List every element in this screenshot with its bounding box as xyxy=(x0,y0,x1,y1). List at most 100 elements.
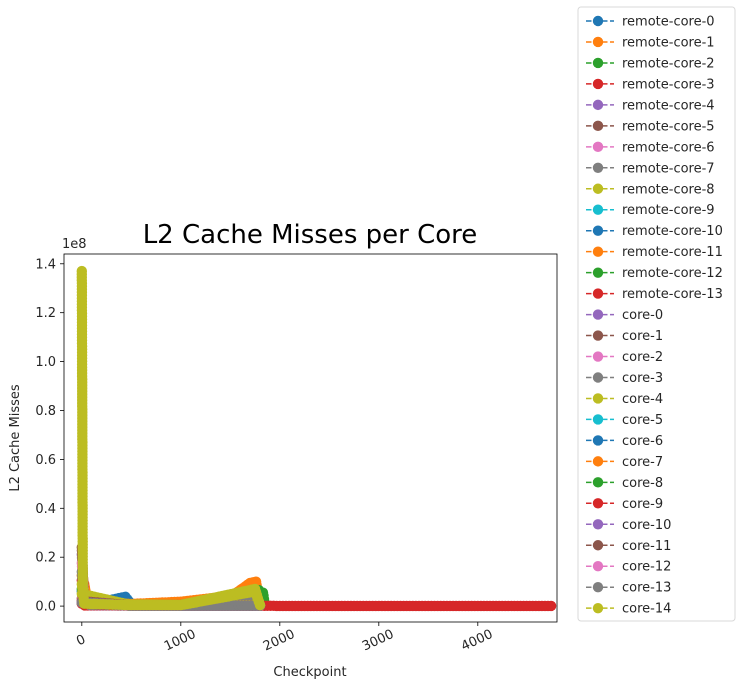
legend-marker xyxy=(592,372,604,383)
legend-label: remote-core-6 xyxy=(622,140,715,155)
x-tick-label: 0 xyxy=(74,632,88,649)
legend-label: remote-core-11 xyxy=(622,245,723,260)
series-remote-core-8 xyxy=(76,265,266,611)
legend-label: core-1 xyxy=(622,329,663,344)
legend-marker xyxy=(592,204,604,215)
legend-marker xyxy=(592,498,604,509)
legend-label: remote-core-10 xyxy=(622,224,723,239)
legend-marker xyxy=(592,267,604,278)
legend-marker xyxy=(592,141,604,153)
legend-marker xyxy=(592,57,604,69)
legend-label: core-2 xyxy=(622,350,663,365)
legend-marker xyxy=(592,456,604,467)
legend-label: remote-core-0 xyxy=(622,15,715,30)
legend-item: core-10 xyxy=(586,518,671,533)
legend-marker xyxy=(592,120,604,132)
legend-label: core-3 xyxy=(622,371,663,386)
legend-label: core-4 xyxy=(622,392,663,407)
legend-label: remote-core-3 xyxy=(622,77,715,92)
legend-item: remote-core-9 xyxy=(586,203,715,218)
legend-label: remote-core-5 xyxy=(622,119,715,134)
legend-item: remote-core-11 xyxy=(586,245,723,260)
y-tick-label: 1.0 xyxy=(35,355,56,370)
y-tick-label: 0.6 xyxy=(35,453,56,468)
legend-marker xyxy=(592,15,604,27)
legend-marker xyxy=(592,435,604,446)
legend-label: remote-core-2 xyxy=(622,56,715,71)
legend-marker xyxy=(592,519,604,530)
y-tick-label: 0.4 xyxy=(35,502,56,517)
series-core-14 xyxy=(76,578,266,611)
legend-item: core-7 xyxy=(586,455,663,470)
legend-item: core-12 xyxy=(586,560,671,575)
legend-label: remote-core-12 xyxy=(622,266,723,281)
legend-label: remote-core-7 xyxy=(622,161,715,176)
legend-marker xyxy=(592,99,604,111)
legend-label: core-0 xyxy=(622,308,663,323)
chart-title: L2 Cache Misses per Core xyxy=(143,220,478,250)
legend-label: remote-core-1 xyxy=(622,35,715,50)
legend-item: remote-core-8 xyxy=(586,182,715,197)
legend-label: core-5 xyxy=(622,413,663,428)
legend-item: remote-core-2 xyxy=(586,56,715,71)
series-layer xyxy=(76,265,557,612)
x-axis: 0 1000 2000 3000 4000 xyxy=(74,622,495,654)
legend-label: core-12 xyxy=(622,560,671,575)
y-tick-label: 1.4 xyxy=(35,257,56,272)
legend-marker xyxy=(592,351,604,362)
y-axis: 0.0 0.2 0.4 0.6 0.8 1.0 1.2 1.4 xyxy=(35,257,64,615)
legend-marker xyxy=(592,246,604,257)
plot-frame xyxy=(63,253,558,623)
legend-item: core-0 xyxy=(586,308,663,323)
data-point xyxy=(545,600,557,612)
y-tick-label: 0.0 xyxy=(35,600,56,615)
legend-item: remote-core-12 xyxy=(586,266,723,281)
legend-item: core-9 xyxy=(586,497,663,512)
legend-item: core-3 xyxy=(586,371,663,386)
legend-marker xyxy=(592,414,604,425)
legend-marker xyxy=(592,602,604,614)
data-point xyxy=(254,599,266,611)
legend-marker xyxy=(592,162,604,173)
legend-marker xyxy=(592,561,604,572)
legend-item: core-5 xyxy=(586,413,663,428)
x-axis-label: Checkpoint xyxy=(273,665,346,680)
legend-label: remote-core-4 xyxy=(622,98,715,113)
legend-marker xyxy=(592,36,604,48)
legend-item: core-8 xyxy=(586,476,663,491)
y-tick-label: 0.2 xyxy=(35,551,56,566)
legend-marker xyxy=(592,183,604,194)
legend-label: core-11 xyxy=(622,539,671,554)
x-tick-label: 3000 xyxy=(360,627,396,655)
y-tick-label: 0.8 xyxy=(35,404,56,419)
legend-marker xyxy=(592,393,604,404)
legend-marker xyxy=(592,225,604,236)
y-axis-label: L2 Cache Misses xyxy=(8,384,23,492)
x-tick-label: 1000 xyxy=(162,627,198,655)
legend-label: core-9 xyxy=(622,497,663,512)
legend-item: remote-core-5 xyxy=(586,119,715,134)
legend-label: remote-core-13 xyxy=(622,287,723,302)
x-tick-label: 4000 xyxy=(459,627,495,655)
legend-label: core-6 xyxy=(622,434,663,449)
legend-marker xyxy=(592,330,604,341)
legend-marker xyxy=(592,309,604,320)
legend-item: remote-core-6 xyxy=(586,140,715,155)
legend-label: core-8 xyxy=(622,476,663,491)
series-line xyxy=(81,271,261,606)
legend-item: remote-core-13 xyxy=(586,287,723,302)
legend-label: core-7 xyxy=(622,455,663,470)
y-offset-label: 1e8 xyxy=(62,237,87,252)
legend-item: remote-core-10 xyxy=(586,224,723,239)
legend-marker xyxy=(592,581,604,593)
legend-item: remote-core-4 xyxy=(586,98,715,113)
legend-item: core-14 xyxy=(586,602,671,617)
legend-item: core-11 xyxy=(586,539,671,554)
legend: remote-core-0 remote-core-1 remote-core-2 r… xyxy=(577,6,736,622)
legend-item: remote-core-1 xyxy=(586,35,715,50)
legend-marker xyxy=(592,477,604,488)
legend-item: remote-core-3 xyxy=(586,77,715,92)
legend-label: remote-core-8 xyxy=(622,182,715,197)
legend-item: core-6 xyxy=(586,434,663,449)
